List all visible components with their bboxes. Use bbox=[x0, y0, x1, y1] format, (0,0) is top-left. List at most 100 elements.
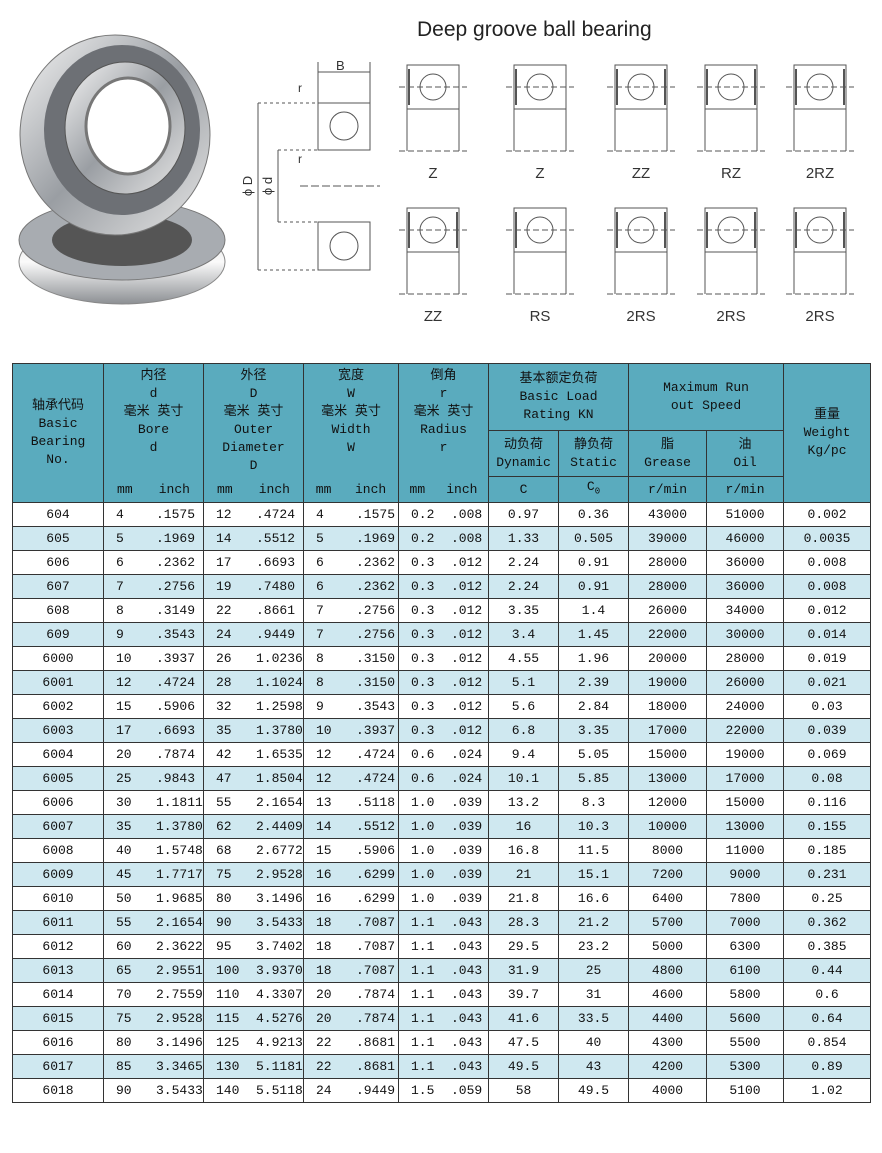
table-body: 604 4.1575 12.4724 4.1575 0.2.008 0.97 0.36 430… bbox=[12, 502, 872, 1103]
cell: 19000 bbox=[706, 742, 785, 767]
cell: 46000 bbox=[706, 526, 785, 551]
pair: 17 .6693 bbox=[104, 723, 203, 738]
mm-value: 0.3 bbox=[411, 723, 435, 738]
cell: 0.0035 bbox=[783, 526, 872, 551]
mm-value: 10 bbox=[316, 723, 332, 738]
inch-value: 1.3780 bbox=[256, 723, 303, 738]
cell: 10.3 bbox=[557, 814, 630, 839]
cell: 0.014 bbox=[783, 622, 872, 647]
mm-value: 12 bbox=[316, 747, 332, 762]
pair: 47 1.8504 bbox=[204, 771, 303, 786]
cell: 36000 bbox=[706, 574, 785, 599]
header-lines: 倒角 r 毫米 英寸 Radius r bbox=[399, 367, 488, 457]
mm-value: 7 bbox=[116, 579, 124, 594]
pair: 85 3.3465 bbox=[104, 1059, 203, 1074]
pair: 6 .2362 bbox=[304, 555, 398, 570]
ball bbox=[526, 73, 554, 101]
table-row: 6006 30 1.1811 55 2.1654 13 .5118 1.0 .039 13.2 8.… bbox=[12, 790, 872, 815]
mm-value: 20 bbox=[316, 987, 332, 1002]
type-icon: 2RS bbox=[697, 207, 765, 325]
mm-value: 0.3 bbox=[411, 579, 435, 594]
cell: 125 4.9213 bbox=[203, 1030, 304, 1055]
pair: 1.1 .043 bbox=[399, 1011, 488, 1026]
ball bbox=[419, 216, 447, 244]
cell: 0.155 bbox=[783, 814, 872, 839]
header-cell: r/min bbox=[628, 476, 708, 503]
cell: 90 3.5433 bbox=[203, 910, 304, 935]
table-row: 605 5 .1969 14 .5512 5 .1969 0.2 .008 1.33 0.505 39… bbox=[12, 526, 872, 551]
header-row: 动负荷 Dynamic 静负荷 Static 脂 Grease 油 Oil bbox=[13, 430, 871, 477]
cell: 0.36 bbox=[557, 502, 630, 527]
mm-value: 20 bbox=[116, 747, 132, 762]
cell: 28 1.1024 bbox=[203, 670, 304, 695]
table-row: 606 6 .2362 17 .6693 6 .2362 0.3 .012 2.24 0.91 280… bbox=[12, 550, 872, 575]
ball bbox=[717, 73, 745, 101]
header-line: Radius bbox=[420, 422, 467, 437]
cell: 1.0 .039 bbox=[398, 814, 489, 839]
cell: 5.1 bbox=[488, 670, 559, 695]
cell: 30 1.1811 bbox=[103, 790, 204, 815]
pair: 15 .5906 bbox=[304, 843, 398, 858]
header-line: Basic bbox=[38, 416, 78, 431]
cell: 9000 bbox=[706, 862, 785, 887]
inch-value: .043 bbox=[451, 1011, 483, 1026]
inch-value: .2362 bbox=[156, 555, 196, 570]
mm-value: 60 bbox=[116, 939, 132, 954]
ring bbox=[704, 207, 758, 253]
inch-value: 2.7559 bbox=[156, 987, 203, 1002]
cell: 0.231 bbox=[783, 862, 872, 887]
cell: 15000 bbox=[706, 790, 785, 815]
cell: 95 3.7402 bbox=[203, 934, 304, 959]
cell: 15 .5906 bbox=[103, 694, 204, 719]
header-line: 静负荷 bbox=[574, 436, 614, 452]
pair: 18 .7087 bbox=[304, 915, 398, 930]
mm-value: 1.0 bbox=[411, 843, 435, 858]
cell: 0.3 .012 bbox=[398, 550, 489, 575]
type-label: Z bbox=[428, 165, 437, 182]
units: mm inch bbox=[104, 481, 203, 499]
mm-value: 45 bbox=[116, 867, 132, 882]
mm-value: 30 bbox=[116, 795, 132, 810]
mm-value: 22 bbox=[316, 1059, 332, 1074]
mm-value: 16 bbox=[316, 891, 332, 906]
header-lines: 内径 d 毫米 英寸 Bore d bbox=[104, 367, 203, 457]
header-stack: 内径 d 毫米 英寸 Bore d mm inch bbox=[104, 367, 203, 499]
inch-value: 2.4409 bbox=[256, 819, 303, 834]
cell: 35 1.3780 bbox=[203, 718, 304, 743]
cell: 12 .4724 bbox=[303, 766, 399, 791]
cell: 31 bbox=[557, 982, 630, 1007]
pair: 80 3.1496 bbox=[104, 1035, 203, 1050]
inch-value: 3.3465 bbox=[156, 1059, 203, 1074]
header-line: D bbox=[249, 386, 258, 401]
mm-value: 6 bbox=[116, 555, 124, 570]
cell: 0.3 .012 bbox=[398, 718, 489, 743]
cell: 1.0 .039 bbox=[398, 838, 489, 863]
type-icon: 2RZ bbox=[786, 64, 854, 182]
pair: 75 2.9528 bbox=[104, 1011, 203, 1026]
cell: 26000 bbox=[706, 670, 785, 695]
table-header: 轴承代码 Basic Bearing No. 内径 d 毫米 英寸 Bore d mm inch 外径… bbox=[12, 363, 872, 503]
mm-value: 14 bbox=[216, 531, 232, 546]
table-row: 609 9 .3543 24 .9449 7 .2756 0.3 .012 3.4 1.45 2200… bbox=[12, 622, 872, 647]
inch-value: .024 bbox=[451, 747, 483, 762]
mm-value: 90 bbox=[116, 1083, 132, 1098]
mm-value: 1.1 bbox=[411, 987, 435, 1002]
header-line: 重量 bbox=[814, 407, 841, 422]
cell: 0.185 bbox=[783, 838, 872, 863]
header-cell: 动负荷 Dynamic bbox=[488, 430, 559, 477]
mm-value: 80 bbox=[116, 1035, 132, 1050]
inch-value: 5.1181 bbox=[256, 1059, 303, 1074]
header-cell: C0 bbox=[557, 476, 630, 503]
header-line: out Speed bbox=[670, 398, 742, 413]
inch-value: .1969 bbox=[156, 531, 196, 546]
mm-value: 55 bbox=[116, 915, 132, 930]
cell: 4800 bbox=[628, 958, 708, 983]
unit: mm bbox=[409, 482, 426, 497]
pair: 40 1.5748 bbox=[104, 843, 203, 858]
cell: 0.64 bbox=[783, 1006, 872, 1031]
inch-value: 1.1811 bbox=[156, 795, 203, 810]
mm-value: 12 bbox=[216, 507, 232, 522]
symbol: C bbox=[586, 479, 595, 495]
pair: 10 .3937 bbox=[304, 723, 398, 738]
